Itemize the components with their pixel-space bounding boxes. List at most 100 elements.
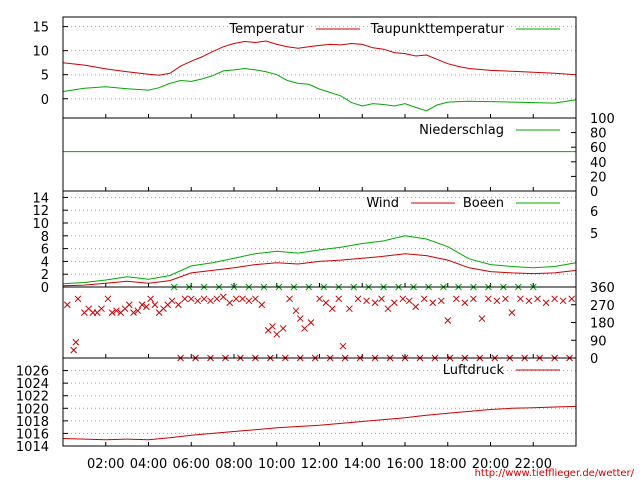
y-tick-label: 12: [32, 204, 49, 219]
direction-point: [328, 305, 336, 313]
x-tick-label: 12:00: [301, 457, 338, 472]
direction-point: [104, 295, 112, 303]
direction-point: [147, 295, 154, 303]
y-tick-label: 360: [590, 281, 615, 296]
direction-point: [138, 301, 146, 309]
direction-point: [226, 299, 234, 307]
y-tick-label: 6: [41, 243, 49, 258]
series-line: [62, 235, 577, 285]
direction-point: [502, 295, 509, 303]
right-tick-label: 5: [590, 227, 598, 242]
legend-label: Boeen: [463, 196, 504, 211]
direction-point: [219, 293, 227, 301]
direction-point: [399, 295, 407, 303]
y-tick-label: 10: [32, 217, 49, 232]
direction-point: [292, 307, 300, 315]
y-tick-label: 100: [590, 112, 615, 127]
direction-point: [363, 297, 370, 305]
direction-point: [316, 295, 323, 303]
direction-point: [63, 301, 71, 309]
direction-point: [301, 325, 308, 332]
direction-point: [213, 295, 221, 303]
direction-point: [508, 309, 516, 316]
direction-point: [151, 301, 159, 309]
series-line: [62, 67, 577, 112]
x-tick-label: 10:00: [258, 457, 295, 472]
y-tick-label: 80: [590, 127, 607, 142]
x-tick-label: 06:00: [173, 457, 210, 472]
x-tick-label: 22:00: [515, 457, 552, 472]
legend-label: Wind: [366, 196, 399, 211]
direction-point: [70, 346, 78, 354]
direction-point: [461, 299, 469, 307]
y-tick-label: 14: [32, 191, 49, 206]
direction-point: [125, 301, 133, 309]
direction-point: [130, 309, 137, 316]
direction-point: [307, 319, 315, 326]
y-tick-label: 40: [590, 156, 607, 171]
legend-label: Temperatur: [228, 22, 304, 37]
direction-point: [74, 295, 82, 303]
right-tick-label: 6: [590, 205, 598, 220]
direction-point: [525, 297, 533, 305]
panel-frame: [62, 357, 577, 447]
y-tick-label: 2: [41, 268, 49, 283]
y-tick-label: 1018: [16, 415, 49, 430]
direction-point: [113, 307, 120, 315]
y-tick-label: 180: [590, 317, 615, 332]
direction-point: [252, 295, 259, 303]
legend-label: Niederschlag: [419, 123, 504, 138]
direction-point: [273, 330, 281, 338]
direction-point: [452, 295, 460, 303]
y-tick-label: 60: [590, 141, 607, 156]
direction-point: [134, 307, 142, 315]
panel-frame: [62, 286, 577, 359]
direction-point: [296, 315, 304, 322]
legend-label: Taupunkttemperatur: [370, 22, 505, 37]
direction-point: [239, 295, 246, 303]
direction-point: [354, 295, 362, 303]
direction-point: [258, 301, 266, 309]
y-tick-label: 20: [590, 170, 607, 185]
direction-point: [517, 295, 524, 303]
direction-point: [412, 303, 420, 311]
series-line: [62, 40, 577, 76]
direction-point: [279, 325, 287, 332]
direction-point: [493, 297, 501, 305]
direction-point: [542, 299, 550, 307]
y-tick-label: 10: [32, 45, 49, 60]
x-tick-label: 16:00: [386, 457, 423, 472]
direction-point: [143, 303, 150, 311]
direction-point: [405, 297, 413, 305]
direction-point: [181, 295, 189, 303]
y-tick-label: 1020: [16, 402, 49, 417]
direction-point: [378, 295, 385, 303]
direction-point: [98, 305, 105, 313]
direction-point: [470, 295, 477, 303]
footer-url[interactable]: http://www.tiefflieger.de/wetter/: [475, 468, 635, 479]
y-tick-label: 1022: [16, 390, 49, 405]
direction-point: [390, 299, 398, 307]
direction-point: [534, 295, 541, 303]
direction-point: [444, 317, 452, 324]
y-tick-label: 1016: [16, 427, 49, 442]
series-line: [62, 253, 577, 287]
direction-point: [335, 295, 343, 303]
y-tick-label: 0: [590, 352, 598, 367]
x-tick-label: 14:00: [344, 457, 381, 472]
legend-label: Luftdruck: [443, 363, 505, 378]
direction-point: [286, 295, 293, 303]
direction-point: [568, 295, 576, 303]
y-tick-label: 5: [41, 69, 49, 84]
x-tick-label: 20:00: [472, 457, 509, 472]
direction-point: [322, 299, 330, 307]
direction-point: [200, 295, 208, 303]
direction-point: [72, 338, 80, 346]
x-tick-label: 18:00: [429, 457, 466, 472]
x-tick-label: 04:00: [130, 457, 167, 472]
direction-point: [269, 323, 276, 330]
y-tick-label: 0: [41, 281, 49, 296]
y-tick-label: 0: [41, 93, 49, 108]
direction-point: [245, 297, 253, 305]
y-tick-label: 1024: [16, 377, 49, 392]
